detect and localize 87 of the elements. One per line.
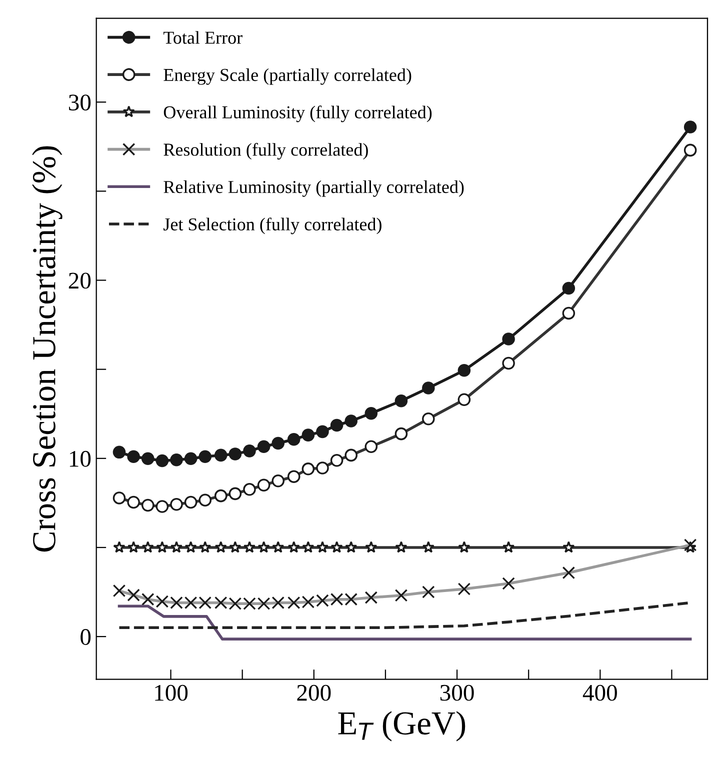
point (344, 448, 358, 462)
point (198, 450, 212, 464)
x-axis-title: E$_{T}$ (GeV) (338, 711, 466, 742)
point (258, 541, 270, 553)
point (214, 489, 228, 502)
y-tick-label: 30 (69, 94, 91, 111)
point (365, 541, 378, 553)
x-tick-label: 200 (297, 684, 331, 701)
point (458, 364, 471, 377)
point (287, 432, 300, 446)
point (170, 498, 183, 511)
legend-label: Overall Luminosity (fully correlated) (164, 106, 432, 122)
point (127, 450, 140, 464)
legend-label: Energy Scale (partially correlated) (164, 68, 412, 85)
point (156, 541, 168, 553)
point (257, 478, 270, 492)
point (272, 541, 284, 553)
point (422, 541, 435, 553)
point (272, 474, 285, 488)
legend-label: Resolution (fully correlated) (164, 142, 368, 160)
point (502, 541, 515, 553)
point (243, 541, 256, 553)
point (228, 487, 242, 500)
point (214, 541, 227, 553)
point (170, 541, 183, 553)
point (142, 541, 154, 553)
point (243, 483, 256, 496)
point (330, 454, 344, 467)
point (184, 496, 198, 509)
point (199, 541, 212, 553)
point (302, 428, 315, 442)
point (272, 436, 285, 450)
point (458, 541, 470, 553)
y-tick-label: 10 (70, 450, 91, 467)
point (288, 541, 300, 553)
point (364, 440, 378, 454)
point (394, 427, 408, 440)
y-tick-label: 0 (80, 629, 91, 645)
point (170, 453, 183, 466)
point (112, 446, 126, 459)
point (287, 470, 300, 483)
point (302, 541, 314, 553)
point (316, 462, 329, 474)
point (684, 120, 697, 134)
point (141, 452, 154, 465)
point (344, 541, 358, 553)
point (156, 454, 169, 468)
point (502, 332, 515, 346)
legend-label: Jet Selection (fully correlated) (164, 218, 382, 234)
point (229, 541, 242, 553)
point (684, 144, 697, 157)
point (562, 306, 576, 320)
point (422, 382, 435, 394)
point (156, 500, 169, 513)
point (422, 412, 435, 426)
point (257, 440, 270, 454)
point (330, 418, 344, 432)
point (316, 541, 329, 553)
point (127, 496, 140, 509)
point (198, 494, 212, 506)
point (127, 541, 140, 553)
point (395, 541, 408, 553)
point (228, 448, 242, 460)
legend-label: Total Error (163, 31, 242, 44)
point (112, 492, 126, 504)
point (502, 356, 515, 370)
point (184, 541, 197, 553)
point (458, 393, 471, 406)
y-tick-label: 20 (68, 272, 91, 289)
x-tick-label: 300 (440, 684, 474, 701)
point (330, 541, 343, 553)
point (364, 406, 378, 420)
legend-label: Relative Luminosity (partially correlated) (164, 180, 464, 197)
y-axis-title: Cross Section Uncertainty (%) (32, 146, 62, 552)
point (344, 414, 358, 428)
point (302, 462, 315, 476)
point (214, 448, 228, 462)
point (562, 282, 576, 295)
point (243, 444, 256, 458)
point (394, 394, 408, 408)
point (562, 541, 575, 553)
x-tick-label: 400 (582, 684, 617, 701)
point (316, 425, 329, 438)
point (184, 452, 198, 465)
point (141, 498, 154, 512)
x-tick-label: 100 (155, 684, 188, 701)
point (113, 541, 126, 553)
